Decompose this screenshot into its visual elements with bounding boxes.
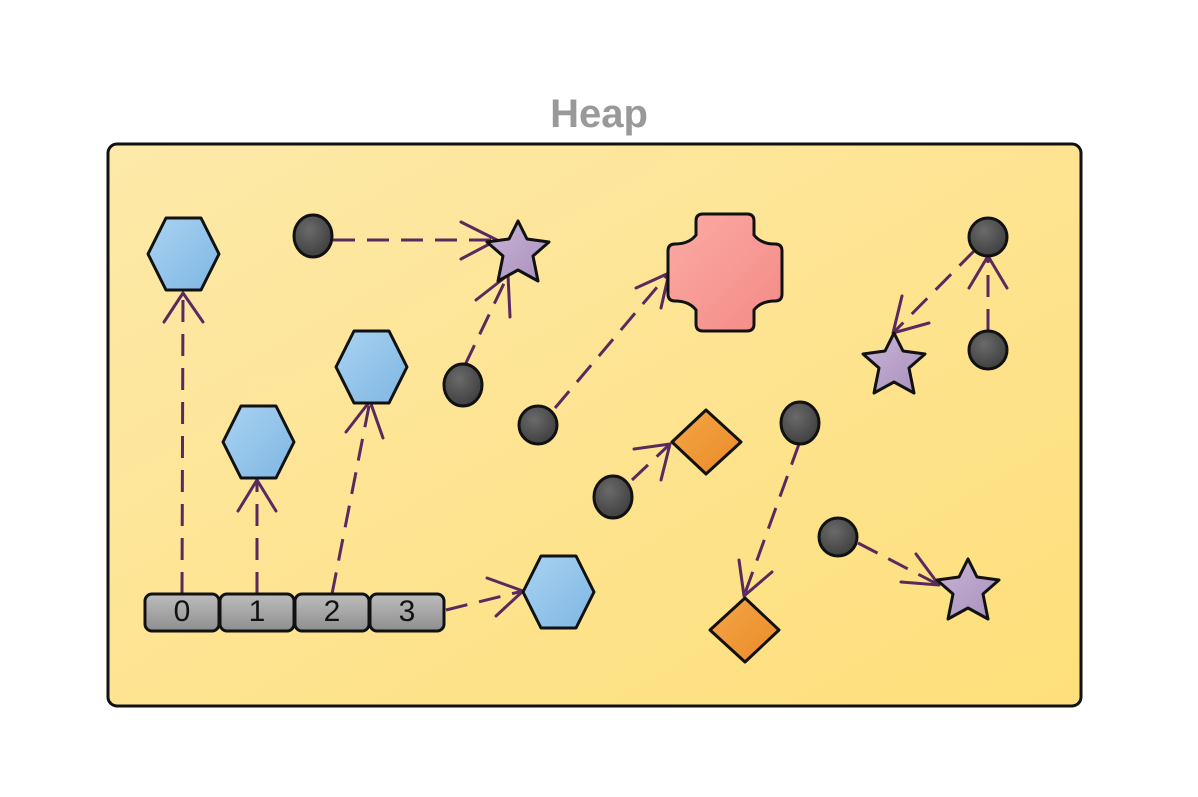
arrow-cell1-to-hexagon [236, 478, 278, 594]
arrow-cell0-to-hexagon [162, 291, 205, 595]
hexagon-middle-left [221, 404, 296, 480]
dot-lower-right [817, 516, 859, 558]
star-objects [485, 219, 1001, 621]
arrow-dot-to-diamond-upper [630, 442, 672, 482]
dot-right [967, 329, 1009, 371]
arrow-dot-to-diamond-lower [737, 443, 801, 598]
dot-objects [292, 213, 1009, 558]
array-cell-2-label: 2 [324, 595, 341, 628]
diamond-objects [670, 408, 781, 664]
hexagon-middle [334, 329, 409, 405]
diamond-lower [708, 596, 781, 664]
star-right [861, 331, 927, 395]
array-cell-1-label: 1 [249, 595, 266, 628]
dot-lower-mid [592, 474, 634, 520]
dot-top-right [967, 216, 1009, 258]
dot-mid-right [779, 400, 821, 446]
dot-mid-left [442, 362, 484, 408]
heap-container [106, 142, 1083, 708]
array-cell-0-label: 0 [174, 595, 191, 628]
array-cell-3 [368, 592, 446, 633]
diamond-upper [670, 408, 743, 476]
dot-mid [517, 404, 559, 446]
star-top [485, 219, 551, 283]
cross-object [666, 212, 784, 333]
star-bottom-right [935, 557, 1001, 621]
dot-top [292, 213, 334, 259]
array: 0 1 2 3 [143, 592, 446, 633]
hexagon-bottom [521, 554, 596, 630]
hexagon-objects [146, 216, 596, 630]
heap-title: Heap [550, 92, 648, 136]
arrow-dot-to-star-bottom-right [857, 541, 941, 587]
hexagon-top-left [146, 216, 221, 292]
array-cell-3-label: 3 [399, 595, 416, 628]
